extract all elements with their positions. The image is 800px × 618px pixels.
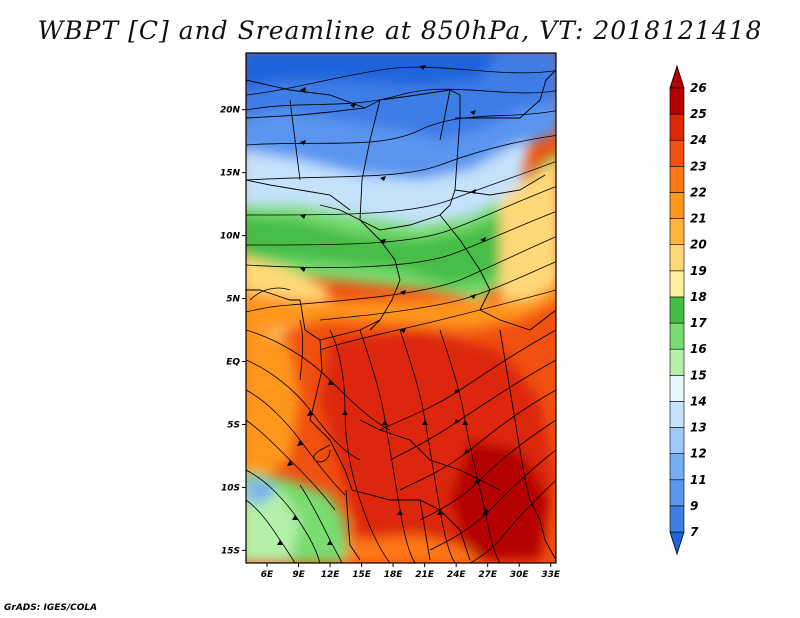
colorbar-label: 13 bbox=[690, 421, 707, 435]
colorbar-swatch bbox=[669, 505, 685, 533]
lon-tick-label: 33E bbox=[541, 570, 561, 580]
lon-tick-label: 12E bbox=[321, 570, 341, 580]
colorbar-label: 18 bbox=[690, 290, 707, 304]
grads-credit: GrADS: IGES/COLA bbox=[4, 603, 98, 613]
colorbar-label: 15 bbox=[690, 368, 707, 382]
lon-tick-label: 21E bbox=[415, 570, 435, 580]
colorbar-label: 9 bbox=[690, 499, 698, 513]
colorbar-swatch bbox=[669, 427, 685, 454]
map-title: WBPT [C] and Sreamline at 850hPa, VT: 20… bbox=[37, 16, 763, 45]
colorbar-swatch bbox=[669, 348, 685, 376]
colorbar-swatch bbox=[669, 479, 685, 507]
lat-tick-label: 15N bbox=[220, 169, 241, 179]
map-frame bbox=[245, 52, 557, 564]
longitude-axis: 6E 9E 12E 15E 18E 21E 24E 27E 30E 33E bbox=[261, 563, 561, 580]
lat-tick-label: 5S bbox=[227, 420, 240, 430]
lon-tick-label: 6E bbox=[261, 570, 274, 580]
streamlines bbox=[246, 66, 556, 563]
colorbar-swatch bbox=[669, 166, 685, 193]
colorbar-swatch bbox=[669, 192, 685, 219]
colorbar-label: 16 bbox=[690, 342, 707, 356]
lon-tick-label: 27E bbox=[478, 570, 498, 580]
colorbar-label: 21 bbox=[690, 212, 707, 226]
colorbar-swatch bbox=[669, 87, 685, 115]
lat-tick-label: 10S bbox=[221, 483, 240, 493]
colorbar-label: 19 bbox=[690, 264, 707, 278]
lat-tick-label: 5N bbox=[226, 295, 240, 305]
colorbar-swatch bbox=[669, 139, 685, 167]
colorbar: 7 9 11 12 13 14 15 16 17 18 19 20 21 22 23 24 25 26 bbox=[669, 64, 707, 556]
lat-tick-label: 20N bbox=[220, 106, 241, 116]
colorbar-label: 7 bbox=[690, 525, 699, 539]
colorbar-swatch bbox=[669, 374, 685, 402]
colorbar-swatch bbox=[669, 322, 685, 350]
colorbar-high-arrow bbox=[669, 64, 685, 89]
colorbar-label: 20 bbox=[690, 238, 707, 252]
lat-tick-label: EQ bbox=[226, 358, 240, 368]
colorbar-swatch bbox=[669, 401, 685, 428]
colorbar-swatch bbox=[669, 218, 685, 246]
colorbar-swatch bbox=[669, 270, 685, 298]
colorbar-label: 22 bbox=[690, 185, 707, 199]
lon-tick-label: 30E bbox=[510, 570, 530, 580]
colorbar-label: 14 bbox=[690, 394, 707, 408]
streamline-arrows bbox=[277, 65, 490, 545]
colorbar-label: 12 bbox=[690, 447, 707, 461]
wbpt-shading bbox=[246, 53, 556, 563]
colorbar-label: 17 bbox=[690, 316, 707, 330]
latitude-axis: 20N 15N 10N 5N EQ 5S 10S 15S bbox=[220, 106, 246, 556]
colorbar-label: 25 bbox=[690, 107, 707, 121]
colorbar-swatch bbox=[669, 113, 685, 141]
colorbar-label: 11 bbox=[690, 473, 707, 487]
colorbar-low-arrow bbox=[669, 531, 685, 556]
lon-tick-label: 18E bbox=[384, 570, 404, 580]
lat-tick-label: 10N bbox=[220, 232, 241, 242]
colorbar-swatch bbox=[669, 453, 685, 481]
colorbar-label: 23 bbox=[690, 159, 707, 173]
lon-tick-label: 9E bbox=[292, 570, 305, 580]
colorbar-swatch bbox=[669, 244, 685, 272]
lon-tick-label: 24E bbox=[447, 570, 467, 580]
lat-tick-label: 15S bbox=[221, 546, 240, 556]
colorbar-swatch bbox=[669, 296, 685, 324]
colorbar-label: 26 bbox=[690, 81, 707, 95]
colorbar-label: 24 bbox=[690, 133, 707, 147]
lon-tick-label: 15E bbox=[352, 570, 372, 580]
